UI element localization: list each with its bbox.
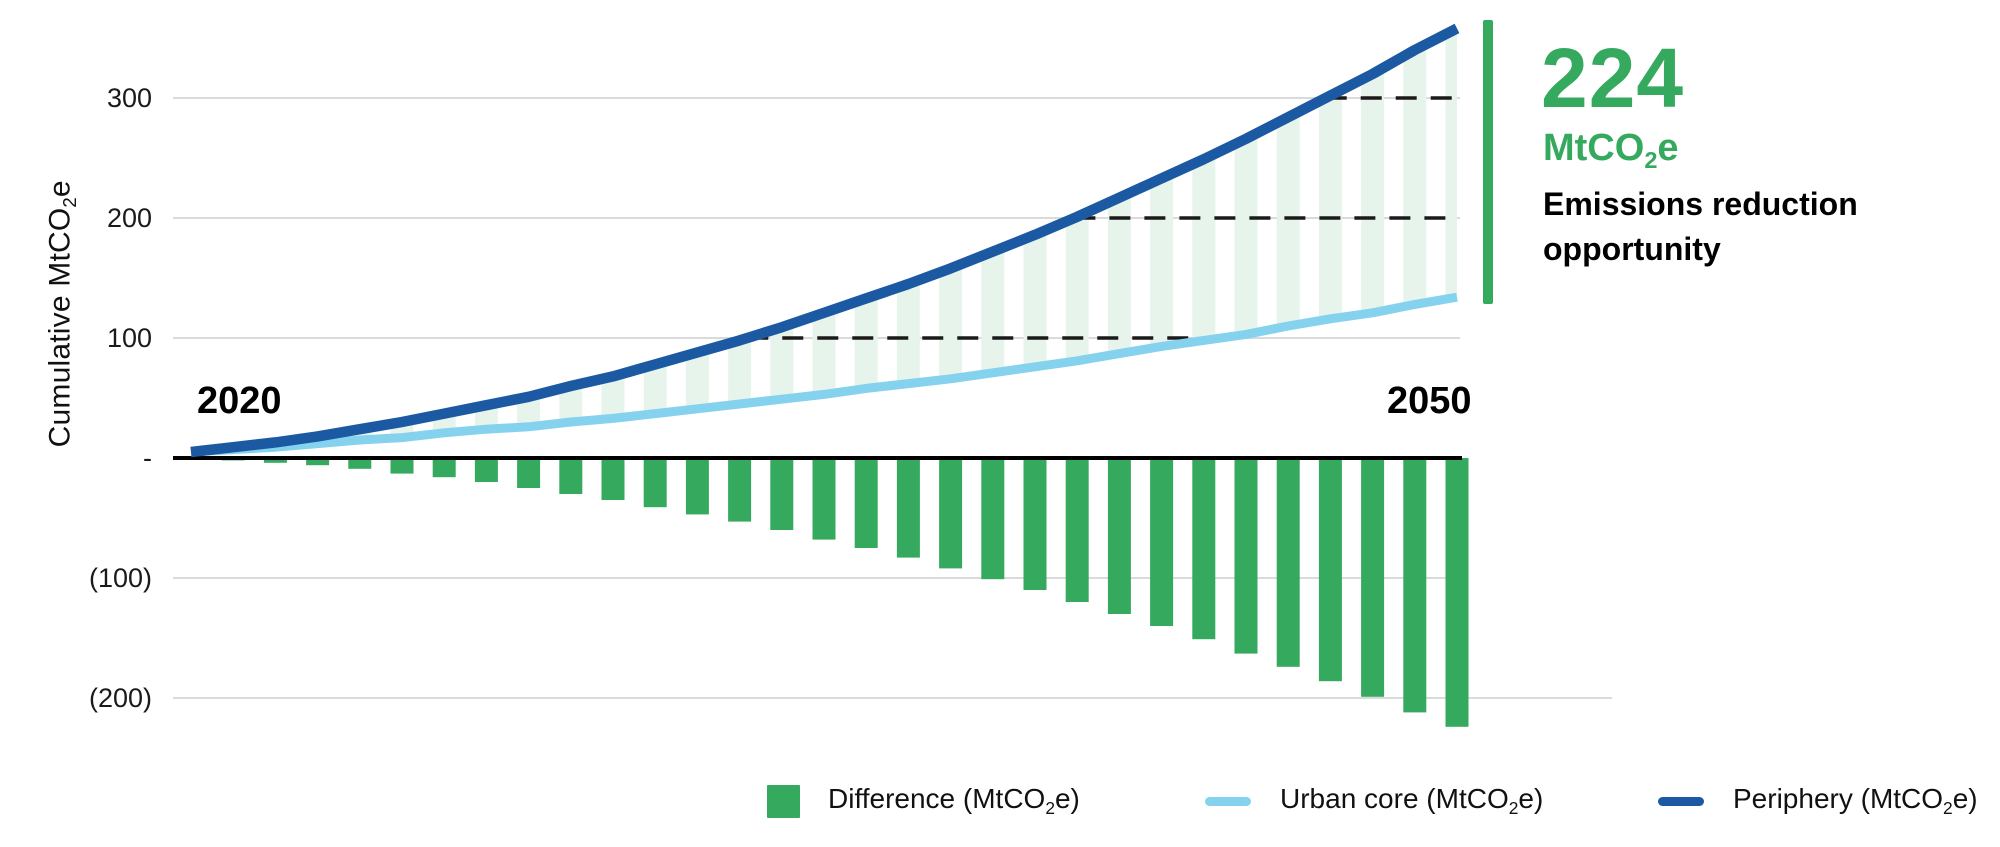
difference-bar-2041 [1065,458,1089,602]
difference-bar-2040 [1023,458,1047,590]
legend-label-difference-suffix: e) [1054,782,1080,814]
difference-bar-2032 [685,458,709,515]
difference-bar-2023 [306,458,330,466]
highlight-unit: MtCO2e [1543,126,1679,175]
y-tick-label-100: 100 [106,323,152,353]
highlight-caption: Emissions reduction opportunity [1543,182,1858,273]
y-tick-label--100: (100) [88,563,152,593]
difference-bar-2049 [1403,458,1427,713]
highlight-caption-line2: opportunity [1543,231,1721,268]
legend-label-periphery-suffix: e) [1952,782,1978,814]
difference-bar-2027 [474,458,498,482]
difference-bar-2048 [1361,458,1385,697]
difference-bar-2034 [770,458,794,530]
difference-bar-2050 [1445,458,1469,727]
difference-bar-2045 [1234,458,1258,654]
difference-striped-band [191,28,1457,453]
highlight-caption-line1: Emissions reduction [1543,186,1858,222]
legend-item-periphery: Periphery (MtCO2e) [1658,778,1978,824]
difference-bar-2039 [981,458,1005,580]
highlight-bracket-bar [1483,20,1493,304]
legend-label-periphery-subscript: 2 [1943,798,1953,819]
difference-bar-2043 [1150,458,1174,626]
legend-label-difference-text: Difference (MtCO [828,782,1046,814]
difference-bar-2025 [390,458,414,474]
legend-label-urban-core-subscript: 2 [1508,798,1519,819]
difference-bar-2029 [559,458,583,494]
legend-label-periphery-text: Periphery (MtCO [1733,782,1944,814]
highlight-unit-suffix: e [1657,127,1679,169]
difference-bar-2028 [517,458,541,488]
highlight-unit-text: MtCO [1543,127,1645,169]
legend-item-difference: Difference (MtCO2e) [767,778,1080,824]
y-tick-label-0: - [143,443,152,473]
y-tick-label--200: (200) [88,683,152,713]
legend-label-urban-core-text: Urban core (MtCO [1280,782,1509,814]
difference-bar-2035 [812,458,836,540]
difference-bar-2026 [432,458,456,478]
difference-bar-2044 [1192,458,1216,640]
difference-bar-2022 [263,458,287,463]
legend-label-periphery: Periphery (MtCO2e) [1733,783,1978,819]
legend-label-urban-core: Urban core (MtCO2e) [1280,783,1543,819]
x-start-year-label: 2020 [197,380,282,422]
y-tick-label-300: 300 [106,83,152,113]
difference-bar-2037 [896,458,920,558]
difference-bar-2024 [348,458,372,469]
highlight-unit-subscript: 2 [1644,147,1658,174]
legend: Difference (MtCO2e) Urban core (MtCO2e) … [0,778,2000,828]
difference-bar-2030 [601,458,625,500]
legend-label-difference-subscript: 2 [1045,798,1055,819]
difference-bar-2042 [1107,458,1131,614]
legend-item-urban-core: Urban core (MtCO2e) [1205,778,1543,824]
legend-label-difference: Difference (MtCO2e) [828,783,1080,819]
difference-bar-2046 [1276,458,1300,667]
difference-bar-2036 [854,458,878,548]
x-end-year-label: 2050 [1387,380,1472,422]
difference-bar-2038 [939,458,963,569]
difference-bar-2047 [1318,458,1342,682]
periphery-swatch-icon [1658,796,1704,806]
urban-core-swatch-icon [1205,796,1251,806]
difference-bar-2031 [643,458,667,508]
difference-swatch-icon [767,784,800,818]
y-tick-label-200: 200 [106,203,152,233]
highlight-value: 224 [1541,31,1685,125]
legend-label-urban-core-suffix: e) [1518,782,1544,814]
periphery-curve [190,23,1460,458]
urban-core-curve [190,292,1458,457]
difference-bar-2033 [728,458,752,522]
